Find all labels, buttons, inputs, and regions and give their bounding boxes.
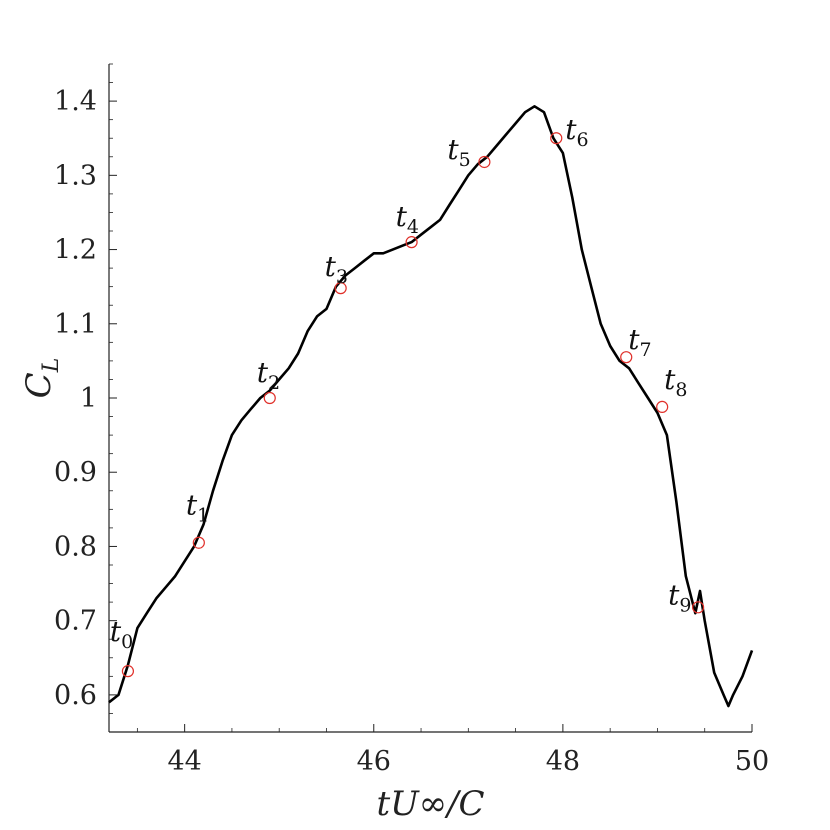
marker-t6 (550, 132, 563, 145)
marker-label-t1: t1 (186, 489, 209, 527)
x-tick-label: 50 (735, 746, 769, 777)
marker-label-t7: t7 (628, 323, 651, 361)
marker-t2 (263, 391, 276, 405)
x-tick-label: 46 (357, 746, 391, 777)
marker-label-t8: t8 (664, 363, 687, 401)
y-tick-label: 1.2 (54, 235, 97, 266)
marker-label-t6: t6 (565, 113, 588, 151)
marker-t8 (656, 400, 669, 414)
marker-t0 (121, 665, 135, 678)
marker-t5 (478, 155, 491, 169)
x-axis-label: tU∞/C (376, 784, 484, 824)
y-tick-label: 1.4 (54, 86, 97, 117)
x-tick-label: 48 (546, 746, 580, 777)
cl-series-line (108, 105, 754, 708)
marker-label-t4: t4 (396, 200, 419, 238)
marker-label-t0: t0 (110, 615, 133, 653)
y-tick-label: 0.9 (54, 457, 97, 488)
marker-label-t3: t3 (325, 250, 348, 288)
axes (108, 64, 752, 733)
axis-ticks: 44 46 48 50 0.6 0.7 0.8 0.9 1 1.1 1.2 1.3 1.4 (54, 63, 769, 777)
marker-t7 (620, 351, 633, 364)
y-tick-label: 0.8 (54, 531, 97, 562)
marker-t9 (692, 601, 705, 614)
x-tick-label: 44 (167, 746, 201, 777)
y-tick-label: 1.1 (54, 309, 97, 340)
y-axis-label: CL (19, 358, 64, 399)
y-tick-label: 0.7 (54, 606, 97, 637)
y-tick-label: 0.6 (54, 680, 97, 711)
marker-t4 (405, 236, 418, 249)
marker-label-t2: t2 (257, 356, 280, 394)
marker-label-t5: t5 (447, 133, 470, 171)
data-series (108, 105, 754, 708)
y-tick-label: 1 (80, 383, 97, 414)
y-tick-label: 1.3 (54, 160, 97, 191)
marker-t3 (334, 282, 347, 295)
marker-t1 (192, 536, 205, 549)
